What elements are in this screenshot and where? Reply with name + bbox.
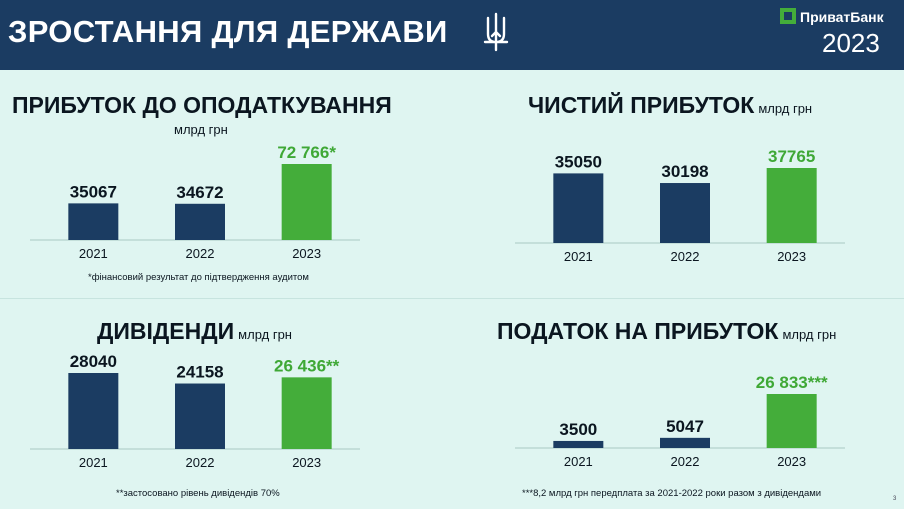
data-label-profit-before-tax-2022: 34672 bbox=[176, 183, 223, 202]
x-tick-label-net-profit-2022: 2022 bbox=[671, 249, 700, 264]
bar-net-profit-2023 bbox=[766, 168, 817, 243]
data-label-dividends-2021: 28040 bbox=[70, 352, 117, 371]
x-tick-label-income-tax-2021: 2021 bbox=[564, 454, 593, 469]
bar-profit-before-tax-2022 bbox=[175, 203, 225, 240]
bar-dividends-2023 bbox=[281, 377, 332, 449]
x-tick-label-dividends-2023: 2023 bbox=[292, 455, 321, 470]
x-tick-label-dividends-2022: 2022 bbox=[186, 455, 215, 470]
panel-title-dividends: ДИВІДЕНДИ млрд грн bbox=[97, 318, 292, 345]
data-label-dividends-2022: 24158 bbox=[176, 363, 223, 382]
panel-unit-net-profit: млрд грн bbox=[758, 101, 813, 116]
data-label-income-tax-2023: 26 833*** bbox=[756, 373, 828, 392]
panel-unit-dividends: млрд грн bbox=[238, 327, 292, 342]
bar-net-profit-2022 bbox=[660, 183, 710, 243]
bar-income-tax-2021 bbox=[553, 440, 604, 448]
x-tick-label-income-tax-2023: 2023 bbox=[777, 454, 806, 469]
chart-dividends: 28040 2021 24158 2022 26 436** 2023 bbox=[30, 352, 360, 470]
panel-title-profit-before-tax: ПРИБУТОК ДО ОПОДАТКУВАННЯ bbox=[12, 92, 392, 118]
chart-income-tax: 3500 2021 5047 2022 26 833*** 2023 bbox=[515, 373, 845, 469]
x-tick-label-income-tax-2022: 2022 bbox=[671, 454, 700, 469]
bar-profit-before-tax-2021 bbox=[68, 203, 119, 240]
trident-icon bbox=[483, 12, 509, 52]
x-tick-label-profit-before-tax-2023: 2023 bbox=[292, 246, 321, 261]
horizontal-divider bbox=[0, 298, 904, 299]
data-label-net-profit-2022: 30198 bbox=[661, 162, 708, 181]
bar-dividends-2022 bbox=[175, 383, 225, 449]
bar-profit-before-tax-2023 bbox=[281, 164, 332, 240]
data-label-net-profit-2023: 37765 bbox=[768, 147, 815, 166]
bar-income-tax-2022 bbox=[660, 437, 710, 448]
data-label-net-profit-2021: 35050 bbox=[555, 152, 602, 171]
page-number: 3 bbox=[893, 496, 897, 502]
x-tick-label-net-profit-2023: 2023 bbox=[777, 249, 806, 264]
data-label-income-tax-2021: 3500 bbox=[559, 420, 597, 439]
header-bar: ЗРОСТАННЯ ДЛЯ ДЕРЖАВИ ПриватБанк 2023 bbox=[0, 0, 904, 70]
bar-net-profit-2021 bbox=[553, 173, 604, 243]
panel-title-net-profit-text: ЧИСТИЙ ПРИБУТОК bbox=[528, 92, 755, 118]
privatbank-logo-icon bbox=[780, 8, 796, 24]
x-tick-label-profit-before-tax-2022: 2022 bbox=[186, 246, 215, 261]
panel-unit-income-tax: млрд грн bbox=[782, 327, 837, 342]
panel-title-income-tax: ПОДАТОК НА ПРИБУТОК млрд грн bbox=[497, 318, 836, 345]
panel-title-net-profit: ЧИСТИЙ ПРИБУТОК млрд грн bbox=[528, 92, 812, 119]
bar-income-tax-2023 bbox=[766, 394, 817, 448]
panel-unit-profit-before-tax: млрд грн bbox=[174, 122, 228, 137]
panel-title-income-tax-text: ПОДАТОК НА ПРИБУТОК bbox=[497, 318, 779, 344]
footnote-income-tax: ***8,2 млрд грн передплата за 2021-2022 … bbox=[522, 488, 822, 499]
chart-net-profit: 35050 2021 30198 2022 37765 2023 bbox=[515, 147, 845, 264]
data-label-profit-before-tax-2021: 35067 bbox=[70, 182, 117, 201]
data-label-profit-before-tax-2023: 72 766* bbox=[277, 143, 336, 162]
footnote-profit-before-tax: *фінансовий результат до підтвердження а… bbox=[88, 272, 309, 283]
brand-name: ПриватБанк bbox=[800, 9, 884, 25]
page-title: ЗРОСТАННЯ ДЛЯ ДЕРЖАВИ bbox=[8, 14, 448, 49]
x-tick-label-profit-before-tax-2021: 2021 bbox=[79, 246, 108, 261]
footnote-dividends: **застосовано рівень дивідендів 70% bbox=[116, 488, 280, 499]
data-label-income-tax-2022: 5047 bbox=[666, 417, 704, 436]
x-tick-label-net-profit-2021: 2021 bbox=[564, 249, 593, 264]
bar-dividends-2021 bbox=[68, 373, 119, 449]
panel-title-dividends-text: ДИВІДЕНДИ bbox=[97, 318, 235, 344]
report-year: 2023 bbox=[822, 28, 880, 58]
chart-profit-before-tax: 35067 2021 34672 2022 72 766* 2023 bbox=[30, 143, 360, 261]
data-label-dividends-2023: 26 436** bbox=[274, 356, 340, 375]
x-tick-label-dividends-2021: 2021 bbox=[79, 455, 108, 470]
